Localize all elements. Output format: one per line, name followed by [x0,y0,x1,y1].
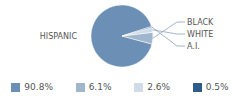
html-text:90.8%: 90.8% [24,82,53,92]
svg-text:HISPANIC: HISPANIC [40,32,78,41]
html-text:2.6%: 2.6% [147,82,171,92]
html-text:0.5%: 0.5% [205,82,229,92]
svg-text:WHITE: WHITE [187,30,213,39]
html-text:6.1%: 6.1% [88,82,112,92]
svg-text:BLACK: BLACK [187,18,214,27]
svg-text:A.I.: A.I. [187,42,200,51]
